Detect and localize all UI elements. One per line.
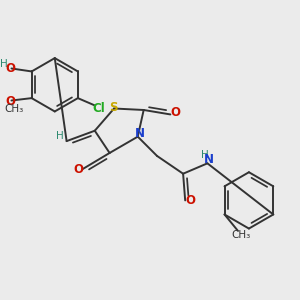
Text: O: O [5, 62, 15, 75]
Text: Cl: Cl [93, 102, 106, 115]
Text: H: H [0, 59, 8, 69]
Text: N: N [135, 127, 145, 140]
Text: S: S [109, 100, 117, 113]
Text: N: N [204, 153, 214, 166]
Text: O: O [73, 163, 83, 176]
Text: H: H [201, 150, 208, 160]
Text: O: O [5, 95, 15, 109]
Text: CH₃: CH₃ [4, 104, 23, 114]
Text: CH₃: CH₃ [232, 230, 251, 240]
Text: O: O [185, 194, 196, 207]
Text: O: O [171, 106, 181, 119]
Text: H: H [56, 131, 64, 141]
